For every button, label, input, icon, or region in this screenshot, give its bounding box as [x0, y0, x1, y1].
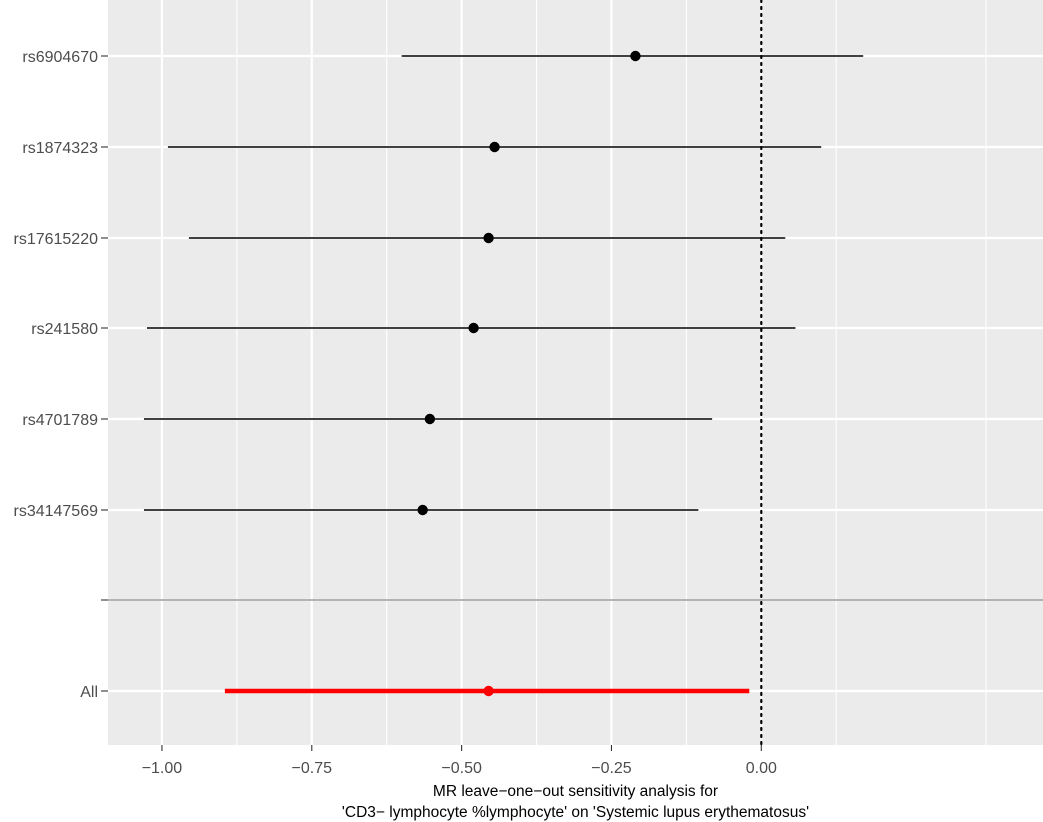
estimate-point-rs6904670 [630, 50, 641, 62]
minor-gridlines [236, 0, 987, 745]
y-tick-label: rs1874323 [22, 140, 98, 157]
estimate-point-rs17615220 [483, 232, 494, 244]
estimate-point-rs4701789 [424, 413, 436, 425]
estimate-point-rs241580 [468, 322, 479, 334]
estimate-point-rs34147569 [417, 504, 428, 516]
x-axis-label-line-1: MR leave−one−out sensitivity analysis fo… [433, 783, 718, 800]
x-tick-label: −0.75 [292, 760, 333, 777]
x-tick-label: −1.00 [142, 760, 183, 777]
y-tick-label: rs241580 [31, 321, 98, 338]
x-tick-label: 0.00 [746, 760, 777, 777]
y-tick-label: rs6904670 [22, 49, 98, 66]
x-tick-label: −0.50 [441, 760, 482, 777]
x-tick-label: −0.25 [591, 760, 632, 777]
y-tick-label: rs34147569 [13, 503, 98, 520]
y-tick-label: rs17615220 [13, 231, 98, 248]
estimate-marks [143, 50, 864, 697]
estimate-point-overall [483, 685, 494, 697]
x-axis: −1.00 −0.75 −0.50 −0.25 0.00 [142, 745, 777, 777]
x-axis-label-line-2: 'CD3− lymphocyte %lymphocyte' on 'System… [342, 804, 809, 821]
estimate-point-rs1874323 [489, 141, 500, 153]
plot-panel [108, 0, 1043, 745]
y-tick-label: rs4701789 [22, 412, 98, 429]
y-tick-labels: rs6904670 rs1874323 rs17615220 rs241580 rs47… [13, 49, 108, 701]
y-tick-label: All [80, 684, 98, 701]
